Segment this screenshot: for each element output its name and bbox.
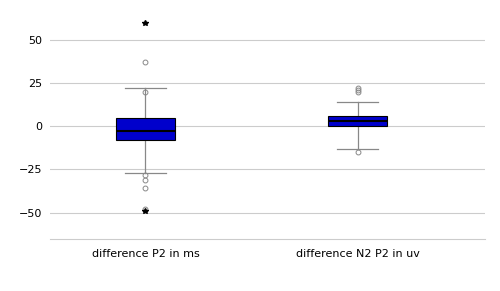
Bar [328, 116, 388, 126]
Bar [116, 118, 175, 140]
